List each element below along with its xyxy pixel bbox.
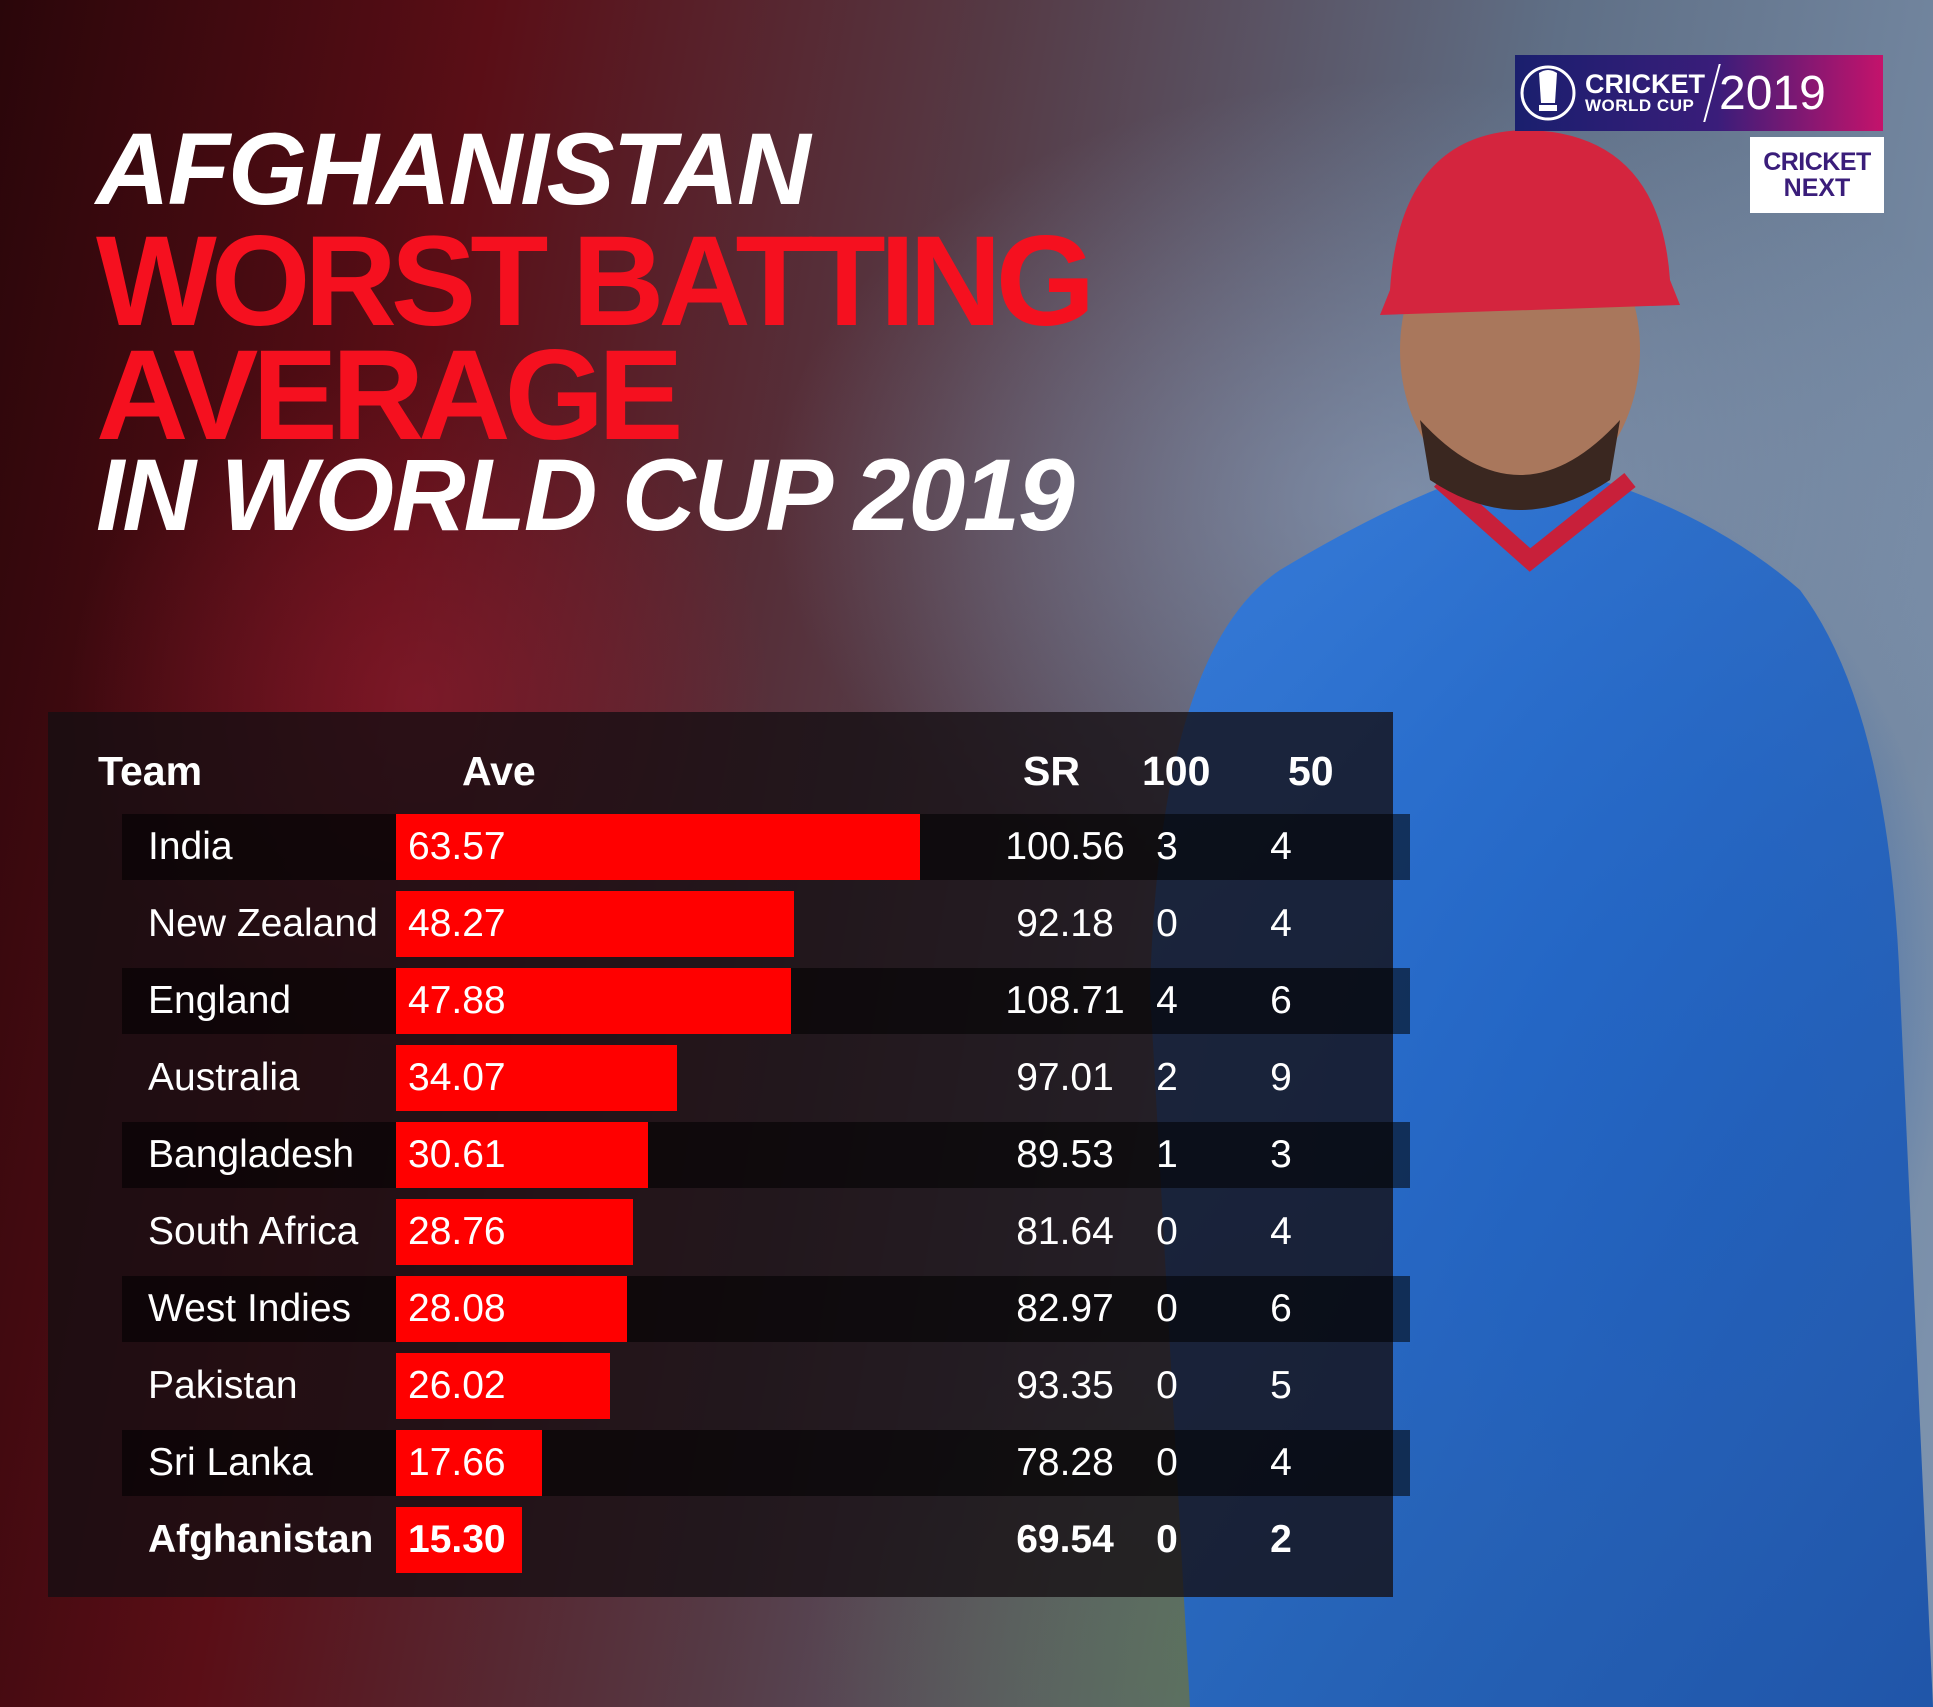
fifties-value: 5 [1270, 1364, 1292, 1407]
title-line-2: WORST BATTING [96, 210, 1095, 353]
average-bar [396, 814, 920, 880]
average-bar [396, 1507, 522, 1573]
hundreds-value: 3 [1156, 825, 1178, 868]
fifties-value: 9 [1270, 1056, 1292, 1099]
cwc-worldcup-text: WORLD CUP [1585, 96, 1695, 115]
header-sr: SR [1023, 748, 1080, 794]
strike-rate-value: 92.18 [1016, 902, 1114, 945]
average-value: 47.88 [408, 979, 506, 1022]
cwc-year-text: 2019 [1719, 66, 1826, 120]
table-row: India 63.57 100.56 3 4 [122, 814, 1410, 880]
table-row: South Africa 28.76 81.64 0 4 [122, 1199, 1410, 1265]
fifties-value: 4 [1270, 902, 1292, 945]
title-line-4: IN WORLD CUP 2019 [96, 438, 1075, 552]
team-name: India [148, 825, 233, 868]
fifties-value: 4 [1270, 1210, 1292, 1253]
cricketnext-logo: CRICKET NEXT [1750, 137, 1884, 213]
hundreds-value: 0 [1156, 902, 1178, 945]
average-value: 28.08 [408, 1287, 506, 1330]
strike-rate-value: 97.01 [1016, 1056, 1114, 1099]
header-100: 100 [1142, 748, 1211, 794]
fifties-value: 4 [1270, 825, 1292, 868]
strike-rate-value: 78.28 [1016, 1441, 1114, 1484]
hundreds-value: 0 [1156, 1364, 1178, 1407]
header-team: Team [98, 748, 203, 794]
average-value: 34.07 [408, 1056, 506, 1099]
hundreds-value: 2 [1156, 1056, 1178, 1099]
trophy-icon [1520, 65, 1576, 121]
average-value: 28.76 [408, 1210, 506, 1253]
fifties-value: 6 [1270, 979, 1292, 1022]
strike-rate-value: 89.53 [1016, 1133, 1114, 1176]
fifties-value: 3 [1270, 1133, 1292, 1176]
team-name: Afghanistan [148, 1518, 374, 1561]
team-name: South Africa [148, 1210, 359, 1253]
average-bar [396, 1122, 648, 1188]
team-name: Bangladesh [148, 1133, 355, 1176]
fifties-value: 2 [1270, 1518, 1292, 1561]
table-row: West Indies 28.08 82.97 0 6 [122, 1276, 1410, 1342]
hundreds-value: 1 [1156, 1133, 1178, 1176]
average-value: 63.57 [408, 825, 506, 868]
team-name: England [148, 979, 292, 1022]
average-bar [396, 1353, 610, 1419]
title-line-1: AFGHANISTAN [96, 112, 811, 226]
team-name: Sri Lanka [148, 1441, 313, 1484]
average-value: 17.66 [408, 1441, 506, 1484]
cricketnext-line-1: CRICKET [1763, 148, 1871, 176]
hundreds-value: 0 [1156, 1287, 1178, 1330]
table-row: England 47.88 108.71 4 6 [122, 968, 1410, 1034]
average-bar [396, 1199, 633, 1265]
hundreds-value: 0 [1156, 1441, 1178, 1484]
hundreds-value: 4 [1156, 979, 1178, 1022]
table-row: New Zealand 48.27 92.18 0 4 [122, 891, 1410, 957]
average-value: 15.30 [408, 1518, 506, 1561]
strike-rate-value: 108.71 [1005, 979, 1125, 1022]
cwc-cricket-text: CRICKET [1585, 69, 1705, 99]
average-bar [396, 891, 794, 957]
fifties-value: 6 [1270, 1287, 1292, 1330]
team-name: Australia [148, 1056, 300, 1099]
team-name: New Zealand [148, 902, 378, 945]
strike-rate-value: 93.35 [1016, 1364, 1114, 1407]
average-value: 26.02 [408, 1364, 506, 1407]
strike-rate-value: 100.56 [1005, 825, 1125, 868]
table-row: Australia 34.07 97.01 2 9 [122, 1045, 1410, 1111]
strike-rate-value: 81.64 [1016, 1210, 1114, 1253]
title-line-3: AVERAGE [96, 324, 684, 467]
average-bar [396, 1276, 627, 1342]
strike-rate-value: 82.97 [1016, 1287, 1114, 1330]
headline: AFGHANISTAN WORST BATTING AVERAGE IN WOR… [96, 112, 1296, 552]
average-value: 30.61 [408, 1133, 506, 1176]
table-row: Afghanistan 15.30 69.54 0 2 [122, 1507, 1410, 1573]
header-ave: Ave [462, 748, 536, 794]
table-row: Sri Lanka 17.66 78.28 0 4 [122, 1430, 1410, 1496]
header-50: 50 [1288, 748, 1334, 794]
hundreds-value: 0 [1156, 1210, 1178, 1253]
cricketnext-line-2: NEXT [1783, 174, 1851, 202]
average-bar [396, 1430, 542, 1496]
hundreds-value: 0 [1156, 1518, 1178, 1561]
table-row: Bangladesh 30.61 89.53 1 3 [122, 1122, 1410, 1188]
team-name: West Indies [148, 1287, 352, 1330]
strike-rate-value: 69.54 [1016, 1518, 1114, 1561]
team-name: Pakistan [148, 1364, 298, 1407]
stats-table: Team Ave SR 100 50 India 63.57 100.56 3 4 New… [48, 712, 1410, 1597]
average-value: 48.27 [408, 902, 506, 945]
table-row: Pakistan 26.02 93.35 0 5 [122, 1353, 1410, 1419]
average-bar [396, 1045, 677, 1111]
cricket-world-cup-logo: CRICKET WORLD CUP 2019 [1515, 55, 1883, 131]
average-bar [396, 968, 791, 1034]
fifties-value: 4 [1270, 1441, 1292, 1484]
